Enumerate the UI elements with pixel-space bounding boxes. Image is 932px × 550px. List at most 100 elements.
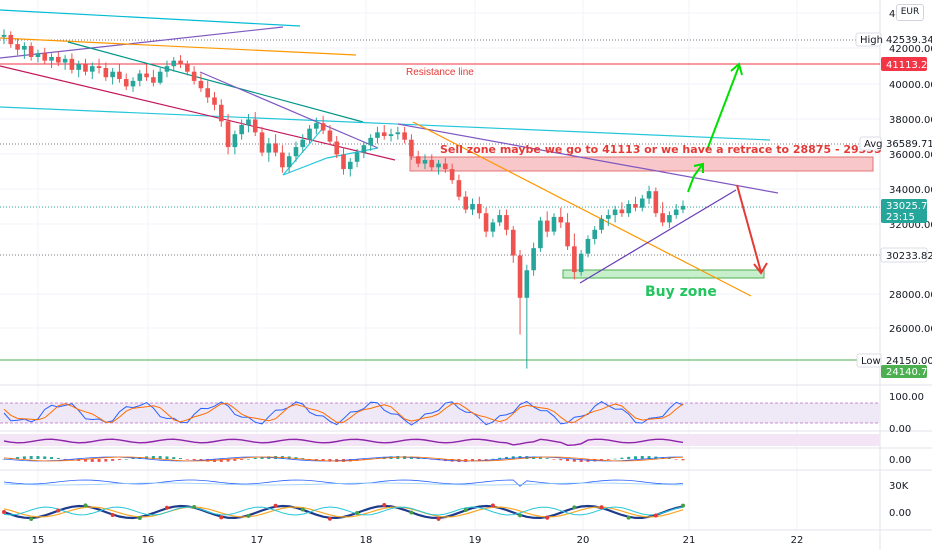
candle-body[interactable] (395, 132, 401, 135)
candle-body[interactable] (273, 143, 278, 153)
candle-body[interactable] (69, 58, 75, 70)
candle-body[interactable] (361, 145, 367, 153)
candle-body[interactable] (558, 216, 564, 223)
candle-body[interactable] (164, 66, 170, 72)
candle-body[interactable] (653, 191, 659, 214)
candle-body[interactable] (191, 71, 197, 81)
candle-body[interactable] (83, 64, 88, 72)
candle-body[interactable] (49, 56, 54, 61)
candle-body[interactable] (626, 204, 631, 214)
candle-body[interactable] (483, 213, 489, 232)
candle-body[interactable] (599, 218, 604, 230)
candle-body[interactable] (572, 246, 577, 273)
candle-body[interactable] (259, 132, 265, 153)
candle-body[interactable] (320, 123, 326, 131)
candle-body[interactable] (334, 141, 340, 155)
candle-body[interactable] (388, 134, 394, 137)
candle-body[interactable] (225, 121, 231, 148)
candle-body[interactable] (232, 134, 238, 148)
buy-zone-box[interactable] (562, 269, 765, 279)
candle-body[interactable] (510, 229, 516, 256)
candle-body[interactable] (307, 128, 312, 140)
candle-body[interactable] (402, 132, 407, 140)
candle-body[interactable] (103, 68, 109, 78)
candle-body[interactable] (606, 215, 611, 219)
candle-body[interactable] (504, 215, 509, 230)
candle-body[interactable] (117, 71, 122, 80)
candle-body[interactable] (35, 53, 41, 57)
candle-body[interactable] (252, 119, 258, 133)
candle-body[interactable] (286, 156, 292, 168)
candle-body[interactable] (544, 220, 550, 232)
candles[interactable] (1, 29, 686, 369)
candle-body[interactable] (612, 209, 618, 216)
candle-body[interactable] (443, 163, 448, 170)
candle-body[interactable] (633, 204, 638, 208)
candle-body[interactable] (280, 152, 285, 168)
candle-body[interactable] (171, 60, 177, 67)
candle-body[interactable] (517, 255, 523, 298)
candle-body[interactable] (130, 80, 136, 87)
candle-body[interactable] (123, 79, 129, 87)
candle-body[interactable] (585, 238, 591, 254)
candle-body[interactable] (368, 137, 373, 146)
candle-body[interactable] (415, 156, 421, 164)
projection-arrows[interactable] (687, 62, 768, 275)
candle-body[interactable] (347, 161, 353, 170)
candle-body[interactable] (314, 123, 319, 129)
candle-body[interactable] (178, 60, 183, 65)
candle-body[interactable] (341, 154, 346, 170)
candle-body[interactable] (381, 132, 387, 137)
candle-body[interactable] (429, 159, 435, 168)
candle-body[interactable] (266, 143, 272, 153)
candle-body[interactable] (1, 34, 7, 37)
candle-body[interactable] (42, 53, 48, 61)
candle-body[interactable] (8, 34, 14, 45)
candle-body[interactable] (436, 163, 441, 168)
candle-body[interactable] (449, 169, 455, 181)
candle-body[interactable] (375, 132, 380, 138)
candle-body[interactable] (185, 64, 190, 72)
candle-body[interactable] (422, 159, 428, 164)
candle-body[interactable] (300, 139, 306, 148)
candle-body[interactable] (619, 209, 625, 214)
time-axis[interactable]: 15 16 17 18 19 20 21 22 (32, 535, 804, 546)
candle-body[interactable] (239, 125, 244, 135)
candle-body[interactable] (15, 44, 20, 50)
candle-body[interactable] (110, 71, 115, 78)
candle-body[interactable] (218, 104, 224, 122)
trendlines[interactable] (0, 9, 779, 297)
candle-body[interactable] (76, 64, 81, 70)
candle-body[interactable] (246, 119, 251, 125)
currency-selector[interactable]: EUR (896, 4, 924, 21)
candle-body[interactable] (157, 71, 163, 83)
candle-body[interactable] (151, 77, 156, 83)
candle-body[interactable] (538, 220, 543, 249)
candle-body[interactable] (198, 80, 204, 89)
candle-body[interactable] (531, 248, 536, 271)
candle-body[interactable] (524, 270, 530, 298)
candle-body[interactable] (497, 215, 502, 223)
candle-body[interactable] (490, 222, 496, 232)
candle-body[interactable] (354, 152, 360, 162)
candle-body[interactable] (212, 97, 217, 105)
candle-body[interactable] (22, 45, 27, 50)
price-axis[interactable]: 44000 42000.00 40000.00 38000.00 36000.0… (855, 9, 932, 519)
candle-body[interactable] (660, 213, 665, 223)
candle-body[interactable] (680, 205, 686, 210)
candle-body[interactable] (28, 45, 34, 57)
candle-body[interactable] (673, 209, 679, 216)
candle-body[interactable] (89, 66, 95, 72)
candle-body[interactable] (327, 130, 333, 142)
candle-body[interactable] (56, 56, 61, 63)
candle-body[interactable] (470, 204, 475, 210)
candle-body[interactable] (592, 229, 598, 239)
candle-body[interactable] (551, 216, 557, 232)
candle-body[interactable] (639, 198, 645, 208)
candle-body[interactable] (463, 196, 469, 210)
candle-body[interactable] (667, 215, 672, 223)
candle-body[interactable] (409, 139, 414, 157)
candle-body[interactable] (137, 73, 143, 81)
candle-body[interactable] (456, 180, 462, 197)
